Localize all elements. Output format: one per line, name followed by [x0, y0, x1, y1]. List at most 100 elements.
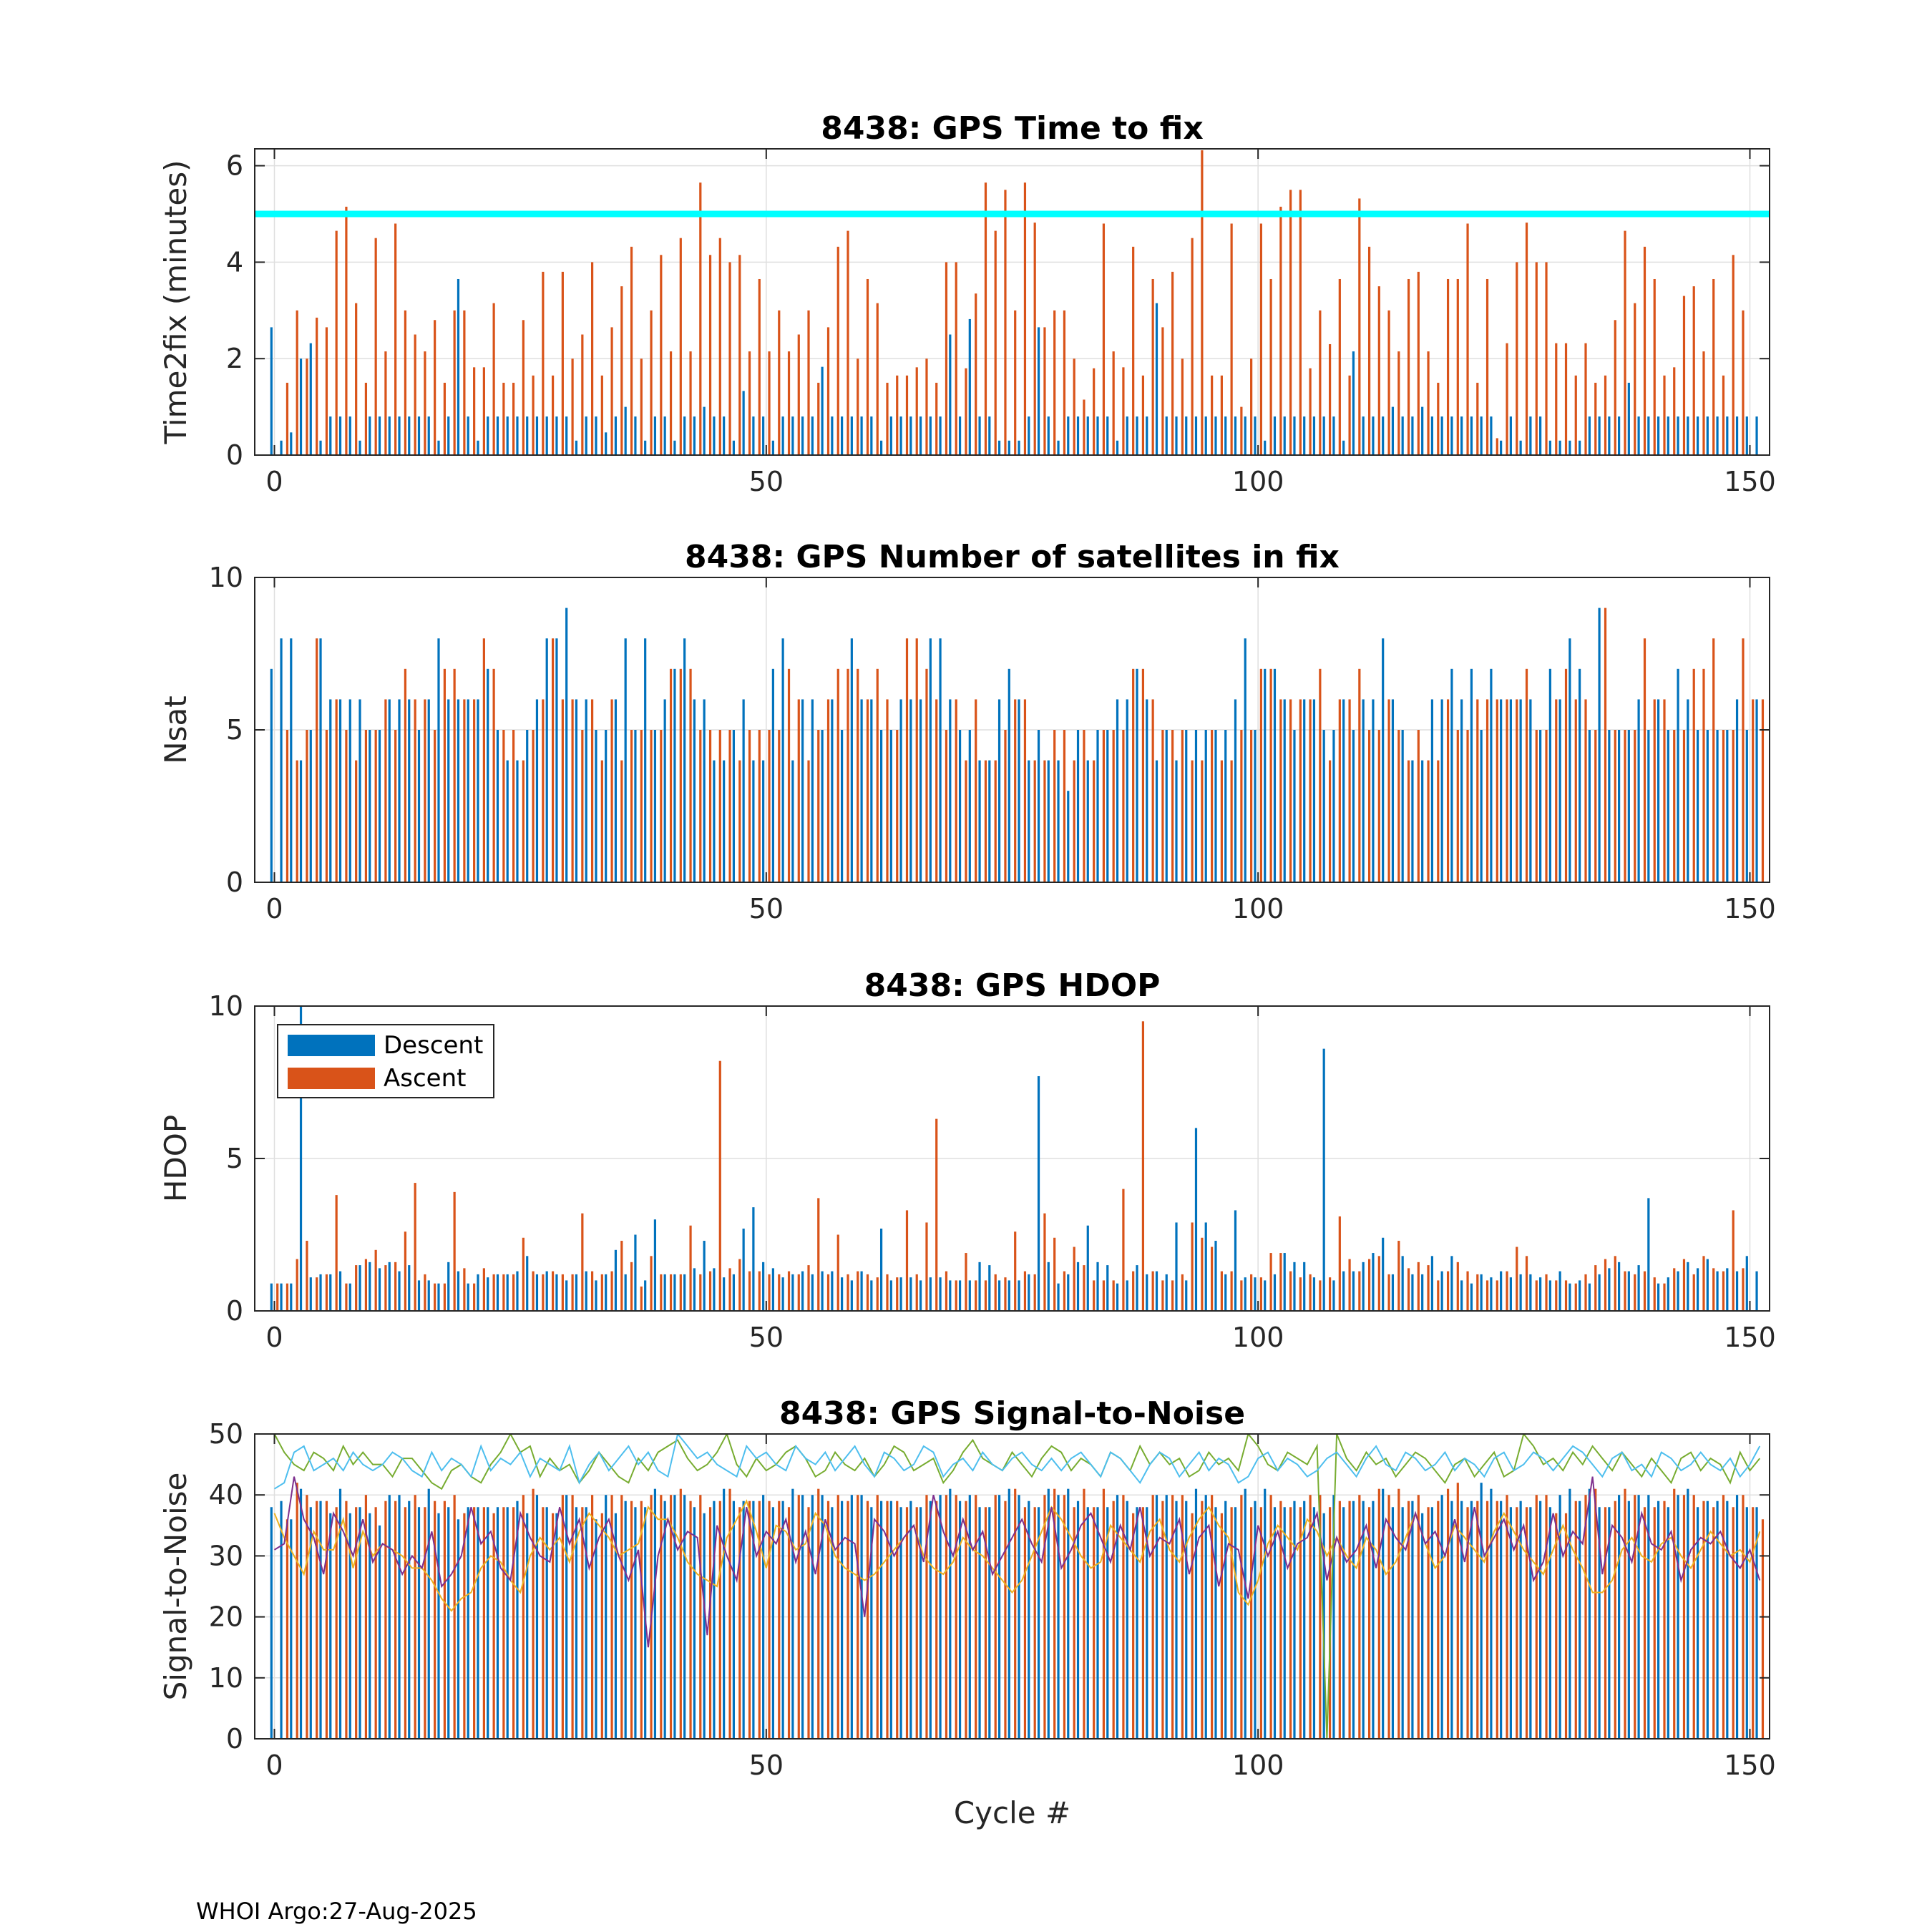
bar-ascent-58: [847, 668, 849, 882]
bar-descent-0: [270, 668, 273, 882]
bar-ascent-6: [335, 230, 338, 455]
bar-ascent-73: [994, 1495, 997, 1739]
bar-descent-125: [1500, 1271, 1503, 1311]
bar-descent-69: [949, 1488, 952, 1739]
bar-ascent-113: [1387, 699, 1390, 882]
bar-ascent-1: [286, 730, 289, 882]
bar-descent-85: [1106, 730, 1109, 882]
bar-ascent-12: [394, 1262, 397, 1311]
bar-descent-17: [437, 1513, 440, 1739]
bar-ascent-118: [1437, 760, 1440, 882]
bar-descent-104: [1293, 416, 1296, 455]
bar-ascent-142: [1673, 730, 1676, 882]
bar-ascent-92: [1181, 730, 1184, 882]
bar-ascent-53: [797, 1274, 800, 1311]
bar-descent-36: [624, 406, 627, 455]
bar-ascent-74: [1004, 1277, 1007, 1311]
bar-descent-70: [958, 730, 962, 882]
bar-ascent-59: [857, 1271, 859, 1311]
bar-descent-130: [1548, 1280, 1551, 1311]
bar-descent-129: [1539, 1277, 1542, 1311]
bar-ascent-147: [1722, 1495, 1725, 1739]
bar-ascent-79: [1053, 1237, 1056, 1311]
bar-ascent-66: [925, 1495, 928, 1739]
bar-ascent-11: [384, 1501, 387, 1739]
bar-descent-115: [1401, 416, 1404, 455]
bar-descent-148: [1726, 1268, 1729, 1311]
bar-descent-29: [555, 416, 558, 455]
bar-descent-2: [290, 1283, 293, 1311]
bar-ascent-23: [502, 730, 505, 882]
bar-ascent-120: [1456, 1483, 1459, 1739]
bar-descent-61: [870, 699, 873, 882]
bar-ascent-39: [660, 730, 663, 882]
bar-descent-96: [1214, 416, 1217, 455]
bar-ascent-102: [1279, 1501, 1282, 1739]
bar-descent-30: [565, 1280, 568, 1311]
bar-descent-114: [1391, 1507, 1395, 1739]
axes-box: [254, 148, 1770, 456]
bars-group: [270, 150, 1758, 455]
bar-descent-36: [624, 1274, 627, 1311]
bar-ascent-13: [404, 1231, 407, 1311]
bar-ascent-105: [1309, 368, 1312, 455]
bar-descent-50: [762, 1262, 765, 1311]
bar-descent-52: [781, 1501, 784, 1739]
bar-ascent-4: [316, 1277, 318, 1311]
bar-ascent-95: [1211, 375, 1214, 455]
bar-descent-137: [1617, 416, 1621, 455]
bar-descent-27: [535, 699, 539, 882]
bar-descent-105: [1303, 699, 1306, 882]
bar-ascent-123: [1485, 1501, 1489, 1739]
bar-ascent-102: [1279, 1253, 1282, 1311]
bar-ascent-125: [1506, 343, 1508, 455]
bar-descent-132: [1568, 638, 1571, 882]
bar-ascent-88: [1141, 375, 1145, 455]
bar-ascent-149: [1742, 1495, 1745, 1739]
bar-descent-52: [781, 1277, 784, 1311]
bar-ascent-144: [1692, 1274, 1695, 1311]
bar-ascent-5: [325, 1274, 328, 1311]
bar-descent-35: [614, 1513, 618, 1739]
bar-descent-58: [841, 1501, 844, 1739]
bar-ascent-61: [876, 668, 879, 882]
bar-descent-55: [811, 416, 814, 455]
bar-descent-61: [870, 1507, 873, 1739]
bar-descent-100: [1254, 1501, 1257, 1739]
bar-ascent-137: [1624, 1271, 1626, 1311]
bar-ascent-47: [738, 1507, 741, 1739]
bar-ascent-38: [650, 310, 653, 455]
bar-ascent-143: [1682, 730, 1686, 882]
bar-descent-131: [1558, 699, 1561, 882]
bar-descent-106: [1312, 699, 1316, 882]
bar-descent-50: [762, 760, 765, 882]
bar-ascent-118: [1437, 382, 1440, 455]
bar-descent-79: [1047, 1488, 1050, 1739]
bar-descent-1: [280, 638, 283, 882]
bar-ascent-72: [984, 1507, 987, 1739]
bar-ascent-77: [1033, 1274, 1036, 1311]
bar-ascent-116: [1417, 730, 1420, 882]
bar-ascent-4: [316, 317, 318, 455]
bar-descent-65: [909, 1277, 912, 1311]
bar-ascent-76: [1023, 182, 1027, 455]
bar-ascent-37: [640, 1286, 643, 1311]
bar-ascent-116: [1417, 1495, 1420, 1739]
x-tick-label: 0: [265, 1322, 283, 1353]
bar-descent-17: [437, 1283, 440, 1311]
bar-ascent-75: [1014, 1488, 1017, 1739]
bar-descent-100: [1254, 1277, 1257, 1311]
bar-descent-51: [771, 668, 774, 882]
bar-descent-14: [408, 699, 411, 882]
bar-descent-91: [1165, 1495, 1168, 1739]
bar-descent-126: [1509, 416, 1512, 455]
bar-descent-98: [1234, 1507, 1237, 1739]
bar-ascent-151: [1761, 1519, 1765, 1739]
bar-ascent-83: [1093, 368, 1096, 455]
bar-ascent-126: [1516, 1507, 1518, 1739]
bar-descent-87: [1126, 699, 1128, 882]
bar-ascent-37: [640, 358, 643, 455]
bar-ascent-21: [482, 1268, 485, 1311]
bar-descent-108: [1332, 1280, 1335, 1311]
bar-descent-116: [1411, 1501, 1414, 1739]
